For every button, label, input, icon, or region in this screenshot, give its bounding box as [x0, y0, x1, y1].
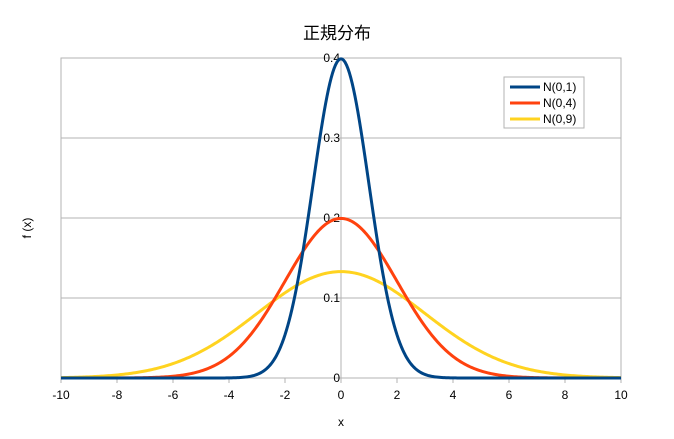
x-tick-label: 8: [562, 388, 569, 402]
legend-label: N(0,4): [543, 96, 576, 110]
x-tick-label: 4: [450, 388, 457, 402]
series-line: [60, 57, 622, 380]
x-tick-label: -4: [224, 388, 235, 402]
chart-title: 正規分布: [303, 24, 371, 43]
legend: N(0,1) N(0,4) N(0,9): [503, 76, 585, 129]
x-tick-label: 10: [614, 388, 628, 402]
x-axis-title: x: [338, 415, 344, 429]
y-tick-label: 0.3: [323, 131, 340, 145]
series-lines: [60, 57, 622, 380]
x-tick-label: -6: [168, 388, 179, 402]
y-axis-title: f (x): [20, 218, 34, 239]
tick-labels: 00.10.20.30.4-10 -8 -6 -4 -2 0 2 4 6 8 10: [52, 51, 628, 402]
x-tick-label: 0: [338, 388, 345, 402]
y-tick-label: 0.1: [323, 291, 340, 305]
legend-label: N(0,1): [543, 80, 576, 94]
legend-label: N(0,9): [543, 112, 576, 126]
x-tick-label: -8: [112, 388, 123, 402]
x-tick-label: 2: [394, 388, 401, 402]
x-tick-label: 6: [506, 388, 513, 402]
x-tick-label: -2: [280, 388, 291, 402]
series-line: [60, 270, 622, 380]
y-tick-label: 0: [333, 371, 340, 385]
x-tick-label: -10: [52, 388, 70, 402]
